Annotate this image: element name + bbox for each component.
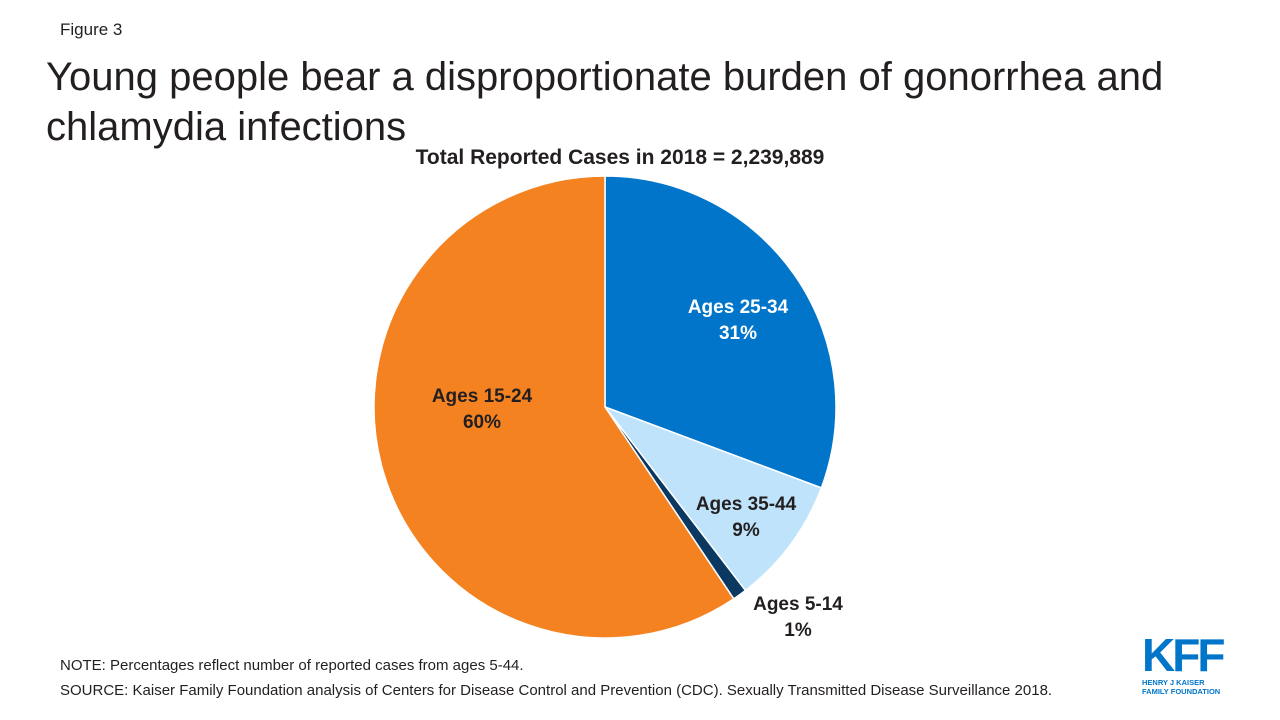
footnote-source: SOURCE: Kaiser Family Foundation analysi… [60,682,1053,699]
pie-slice-ages-35-44 [602,405,823,592]
logo-line2: FAMILY FOUNDATION [1142,687,1221,696]
slice-label: Ages 25-34 [688,297,789,318]
pie-slice-ages-25-34 [604,175,837,489]
logo-mark: KFF [1142,629,1225,681]
slice-value-label: 31% [719,323,757,344]
logo-line1: HENRY J KAISER [1142,678,1205,687]
kff-logo: KFF HENRY J KAISER FAMILY FOUNDATION [1142,632,1238,696]
slice-value-label: 1% [784,620,812,641]
page-title: Young people bear a disproportionate bur… [46,55,1164,149]
slice-value-label: 9% [732,520,760,541]
slice-value-label: 60% [463,412,501,433]
slice-label: Ages 15-24 [432,386,533,407]
footnote-note: NOTE: Percentages reflect number of repo… [60,657,524,674]
slice-label: Ages 35-44 [696,494,797,515]
chart-title: Total Reported Cases in 2018 = 2,239,889 [415,146,825,169]
figure-label: Figure 3 [60,20,123,39]
pie-slice-ages-15-24 [373,175,735,639]
slice-label: Ages 5-14 [753,594,843,615]
